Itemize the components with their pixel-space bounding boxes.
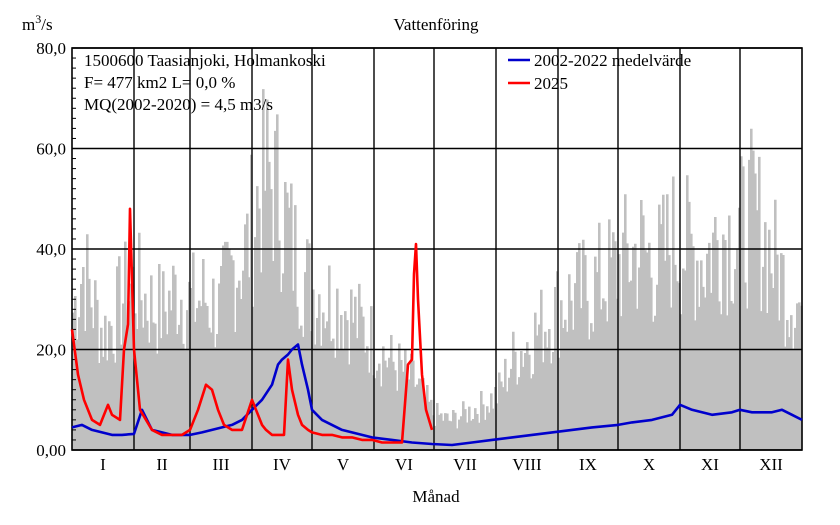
y-tick-label-2: 40,0 [36, 240, 66, 259]
y-tick-label-3: 60,0 [36, 140, 66, 159]
range-bars [72, 89, 803, 450]
month-label-12: XII [759, 455, 783, 474]
y-tick-label-1: 20,0 [36, 341, 66, 360]
month-label-1: I [100, 455, 106, 474]
y-tick-label-0: 0,00 [36, 441, 66, 460]
y-axis-label-sup: 3 [35, 12, 41, 26]
month-label-9: IX [579, 455, 597, 474]
month-label-5: V [337, 455, 350, 474]
month-label-10: X [643, 455, 655, 474]
month-label-7: VII [453, 455, 477, 474]
info-line-1: 1500600 Taasianjoki, Holmankoski [84, 51, 326, 70]
legend-label-1: 2002-2022 medelvärde [534, 51, 691, 70]
month-label-3: III [213, 455, 230, 474]
y-axis-label-tail: /s [41, 15, 52, 34]
y-tick-label-4: 80,0 [36, 39, 66, 58]
month-label-4: IV [273, 455, 292, 474]
x-axis-label: Månad [412, 487, 460, 506]
legend-label-2: 2025 [534, 74, 568, 93]
y-axis-label-base: m [22, 15, 35, 34]
month-label-2: II [156, 455, 168, 474]
plot-frame [71, 47, 803, 451]
y-axis-label: m3/s [22, 12, 53, 34]
series-line-2025 [70, 207, 434, 444]
month-label-8: VIII [512, 455, 542, 474]
chart-title: Vattenföring [394, 15, 479, 34]
month-label-11: XI [701, 455, 719, 474]
info-line-3: MQ(2002-2020) = 4,5 m3/s [84, 95, 273, 114]
month-label-6: VI [395, 455, 413, 474]
info-line-2: F= 477 km2 L= 0,0 % [84, 73, 235, 92]
